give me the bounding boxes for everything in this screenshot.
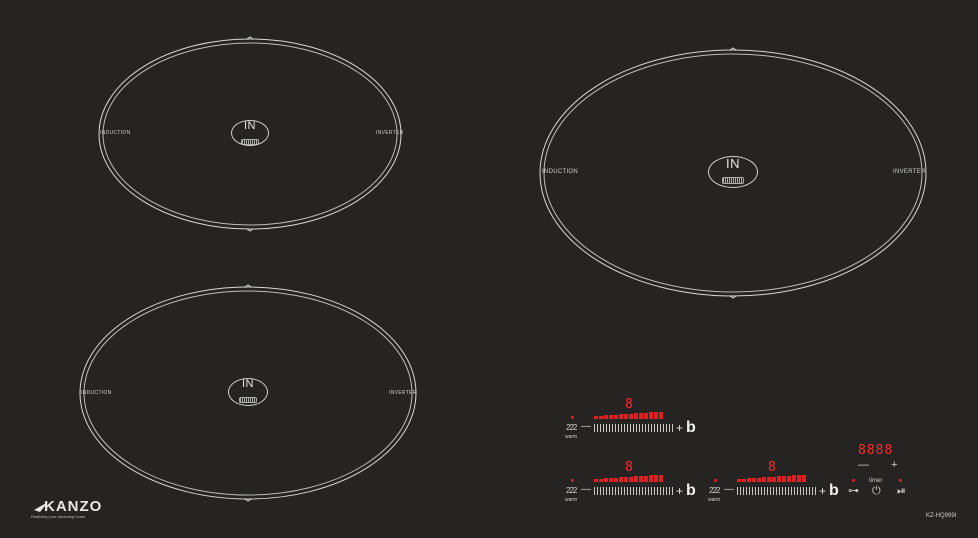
- zone-left-word: INDUCTION: [100, 130, 131, 136]
- zone-indicator-light: [571, 416, 574, 419]
- keep-warm-button[interactable]: 222: [709, 486, 720, 495]
- power-level-bars: [594, 412, 663, 419]
- timer-indicator-light: [899, 479, 902, 482]
- power-slider[interactable]: [594, 424, 674, 432]
- zone-right-word: INVERTER: [389, 390, 417, 396]
- minus-mark: —: [581, 484, 591, 495]
- plus-mark: +: [819, 484, 827, 498]
- logo-text: KANZO: [44, 498, 103, 515]
- power-level-bars: [594, 475, 663, 482]
- badge-text: IN: [244, 120, 256, 132]
- burner-top-left: INDUCTION INVERTER IN: [98, 36, 404, 232]
- brand-tagline: Realizing your dreaming home: [31, 514, 86, 519]
- induction-badge-icon: IN: [708, 156, 758, 188]
- coil-symbol-icon: [241, 139, 259, 145]
- lock-indicator-light: [852, 479, 855, 482]
- burner-ring: [98, 36, 402, 232]
- zone-indicator-light: [714, 479, 717, 482]
- warm-label: warm: [565, 434, 578, 440]
- zone-control-upper-left: 8 222 — + b warm: [563, 396, 703, 442]
- power-level-display: 8: [625, 460, 633, 475]
- timer-minus-button[interactable]: —: [858, 459, 869, 471]
- timer-panel: 8888 — + timer ⊶ ⏻ ⏯: [845, 440, 915, 500]
- zone-indicator-light: [571, 479, 574, 482]
- power-level-bars: [737, 475, 806, 482]
- minus-mark: —: [581, 421, 591, 432]
- badge-text: IN: [726, 156, 740, 171]
- power-icon[interactable]: ⏻: [872, 485, 881, 497]
- key-lock-icon[interactable]: ⊶: [848, 485, 859, 497]
- induction-badge-icon: IN: [228, 378, 268, 406]
- warm-label: warm: [708, 497, 721, 503]
- timer-plus-button[interactable]: +: [891, 459, 898, 471]
- plus-mark: +: [676, 484, 684, 498]
- burner-ring: [539, 47, 927, 299]
- boost-button[interactable]: b: [829, 482, 839, 499]
- pause-play-icon[interactable]: ⏯: [897, 485, 906, 497]
- zone-left-word: INDUCTION: [81, 390, 112, 396]
- burner-right-large: INDUCTION INVERTER IN: [539, 46, 927, 300]
- power-slider[interactable]: [594, 487, 674, 495]
- boost-button[interactable]: b: [686, 482, 696, 499]
- timer-label: timer: [869, 478, 883, 484]
- zone-right-word: INVERTER: [376, 130, 404, 136]
- coil-symbol-icon: [239, 397, 257, 403]
- plus-mark: +: [676, 421, 684, 435]
- burner-bottom-left: INDUCTION INVERTER IN: [79, 283, 417, 503]
- zone-left-word: INDUCTION: [542, 169, 579, 175]
- badge-text: IN: [242, 378, 254, 390]
- zone-right-word: INVERTER: [893, 169, 926, 175]
- zone-control-lower-left: 8 222 — + b warm: [563, 459, 703, 505]
- burner-ring: [79, 284, 417, 502]
- minus-mark: —: [724, 484, 734, 495]
- power-slider[interactable]: [737, 487, 817, 495]
- keep-warm-button[interactable]: 222: [566, 423, 577, 432]
- logo-arrow-icon: [34, 502, 48, 512]
- model-number: KZ-HQ999I: [926, 513, 957, 519]
- coil-symbol-icon: [722, 177, 744, 184]
- power-level-display: 8: [768, 460, 776, 475]
- boost-button[interactable]: b: [686, 419, 696, 436]
- zone-control-right: 8 222 — + b warm: [706, 459, 846, 505]
- timer-display: 8888: [858, 443, 894, 458]
- keep-warm-button[interactable]: 222: [566, 486, 577, 495]
- warm-label: warm: [565, 497, 578, 503]
- power-level-display: 8: [625, 397, 633, 412]
- induction-badge-icon: IN: [231, 120, 269, 146]
